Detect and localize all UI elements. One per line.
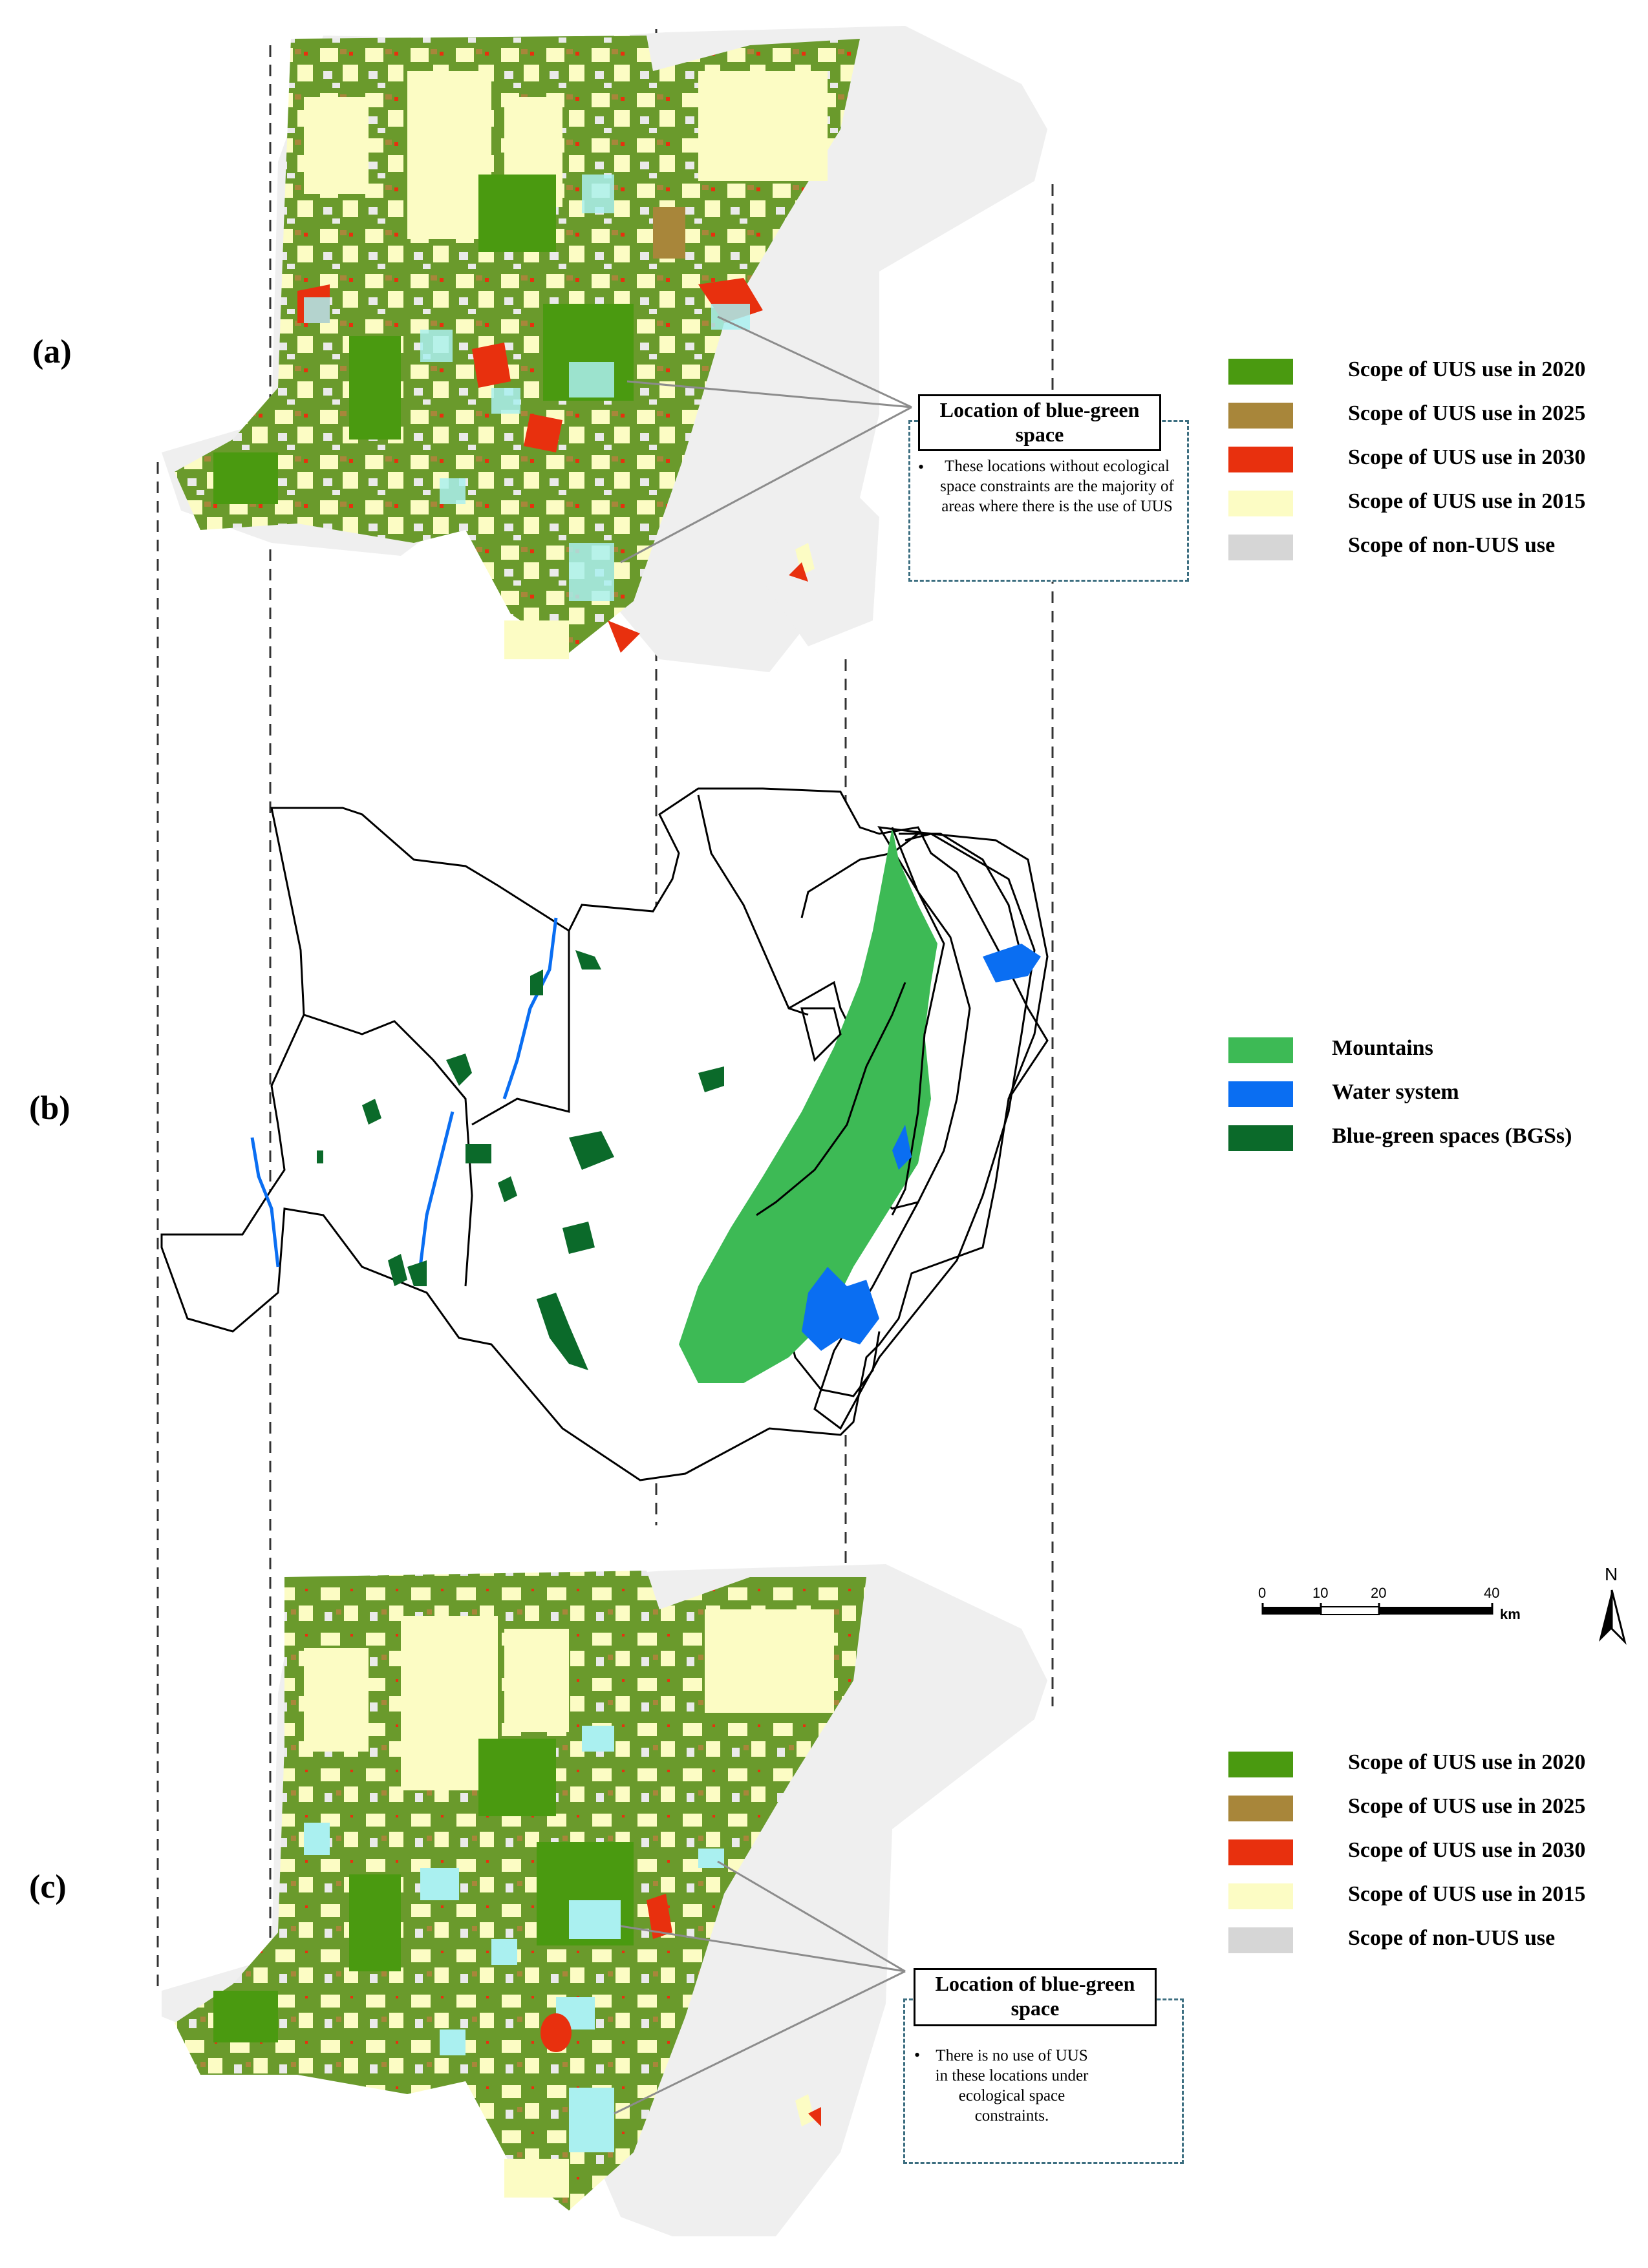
legend-swatch: [1228, 447, 1293, 472]
legend-swatch: [1228, 1927, 1293, 1953]
panel-label-a: (a): [32, 334, 72, 370]
callout-a-text: These locations without ecological space…: [940, 458, 1174, 515]
callout-a-title: Location of blue-green space: [918, 394, 1161, 451]
legend-label: Scope of UUS use in 2020: [1348, 1750, 1586, 1774]
scale-tick-20: 20: [1371, 1585, 1387, 1601]
scale-tick-40: 40: [1484, 1585, 1500, 1601]
callout-a-bullet: •: [918, 458, 925, 476]
legend-swatch: [1228, 1796, 1293, 1821]
callout-c-bullet: •: [914, 2046, 921, 2064]
legend-swatch: [1228, 359, 1293, 385]
legend-label: Scope of UUS use in 2015: [1348, 1882, 1586, 1906]
legend-label: Scope of UUS use in 2025: [1348, 401, 1586, 425]
legend-label: Scope of UUS use in 2030: [1348, 1838, 1586, 1862]
legend-swatch: [1228, 1125, 1293, 1151]
panel-label-b: (b): [29, 1090, 70, 1127]
legend-label: Scope of non-UUS use: [1348, 1926, 1556, 1950]
legend-label: Scope of UUS use in 2030: [1348, 445, 1586, 469]
legend-swatch: [1228, 535, 1293, 560]
north-arrow-icon: [1599, 1589, 1627, 1645]
legend-label: Scope of UUS use in 2020: [1348, 357, 1586, 381]
legend-label: Scope of UUS use in 2025: [1348, 1794, 1586, 1818]
legend-label: Mountains: [1332, 1036, 1433, 1060]
legend-swatch: [1228, 491, 1293, 516]
map-c: [162, 1564, 1047, 2236]
legend-swatch: [1228, 403, 1293, 429]
legend-swatch: [1228, 1037, 1293, 1063]
legend-swatch: [1228, 1081, 1293, 1107]
legend-label: Blue-green spaces (BGSs): [1332, 1124, 1572, 1148]
legend-label: Scope of UUS use in 2015: [1348, 489, 1586, 513]
panel-label-c: (c): [29, 1869, 67, 1905]
map-b: [160, 787, 1049, 1481]
callout-c-text: There is no use of UUS in these location…: [935, 2047, 1089, 2125]
scale-unit: km: [1500, 1606, 1521, 1622]
callout-a-arrows: [620, 315, 912, 564]
legend-label: Water system: [1332, 1080, 1459, 1104]
callout-c-title: Location of blue-green space: [914, 1968, 1157, 2026]
legend-swatch: [1228, 1752, 1293, 1777]
legend-swatch: [1228, 1883, 1293, 1909]
scale-tick-10: 10: [1312, 1585, 1329, 1601]
map-a: [162, 26, 1047, 672]
scale-tick-0: 0: [1258, 1585, 1267, 1601]
north-label: N: [1605, 1564, 1618, 1584]
legend-label: Scope of non-UUS use: [1348, 533, 1556, 557]
scale-bar-graphic: [1261, 1603, 1493, 1615]
legend-swatch: [1228, 1839, 1293, 1865]
callout-c-arrows: [614, 1860, 906, 2115]
